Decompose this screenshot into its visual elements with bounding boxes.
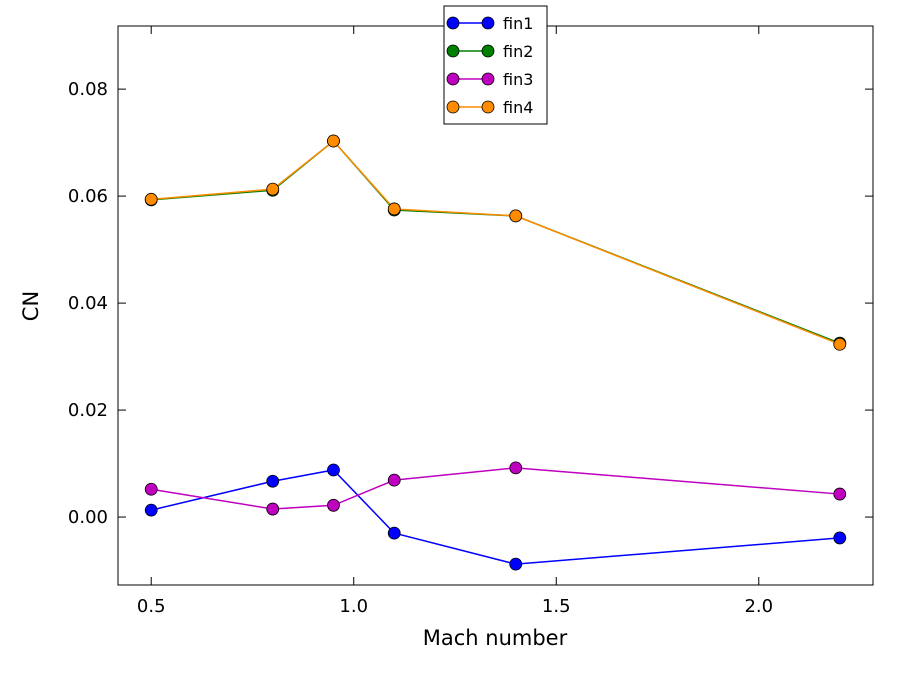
legend-label: fin4 <box>503 98 533 117</box>
data-point-fin4 <box>144 192 158 206</box>
legend-marker <box>481 16 495 30</box>
legend-marker <box>481 44 495 58</box>
y-axis-label: CN <box>19 291 43 321</box>
data-point-fin1 <box>327 463 340 477</box>
legend-label: fin2 <box>503 42 533 61</box>
series-line-fin3 <box>151 467 840 510</box>
data-point-fin3 <box>327 498 340 512</box>
series-line-fin2 <box>151 139 841 344</box>
data-point-fin4 <box>387 202 401 216</box>
data-point-fin1 <box>144 503 158 517</box>
series-fin2 <box>144 134 847 350</box>
series-line-fin1 <box>151 469 840 565</box>
legend-marker <box>481 100 495 114</box>
x-tick-label: 1.0 <box>339 596 368 617</box>
legend-marker <box>446 16 460 30</box>
legend-label: fin3 <box>503 70 533 89</box>
data-point-fin1 <box>266 474 280 488</box>
y-tick-label: 0.04 <box>68 293 108 314</box>
data-point-fin4 <box>266 182 280 196</box>
y-tick-label: 0.00 <box>68 507 108 528</box>
series-fin1 <box>144 463 847 571</box>
y-tick-label: 0.06 <box>68 186 108 207</box>
x-tick-label: 0.5 <box>137 596 166 617</box>
legend: fin1 fin2 fin3 fin4 <box>443 5 548 125</box>
legend-box <box>443 5 548 125</box>
data-point-fin4 <box>327 134 340 148</box>
series-line-fin4 <box>151 139 841 345</box>
x-axis-label: Mach number <box>423 626 568 650</box>
y-tick-label: 0.08 <box>68 79 108 100</box>
data-point-fin3 <box>387 473 401 487</box>
legend-marker <box>481 72 495 86</box>
y-tick-label: 0.02 <box>68 400 108 421</box>
data-point-fin3 <box>509 461 523 475</box>
series-fin3 <box>144 461 847 516</box>
x-tick-label: 1.5 <box>542 596 571 617</box>
x-tick-label: 2.0 <box>744 596 773 617</box>
data-point-fin1 <box>833 531 847 545</box>
data-point-fin1 <box>509 557 523 571</box>
legend-marker <box>446 72 460 86</box>
legend-label: fin1 <box>503 14 533 33</box>
data-point-fin3 <box>833 487 847 501</box>
data-point-fin1 <box>387 526 401 540</box>
series-fin4 <box>144 134 847 351</box>
data-point-fin4 <box>833 337 847 351</box>
legend-marker <box>446 44 460 58</box>
legend-marker <box>446 100 460 114</box>
data-point-fin3 <box>266 502 280 516</box>
data-point-fin3 <box>144 482 158 496</box>
data-point-fin4 <box>509 209 523 223</box>
